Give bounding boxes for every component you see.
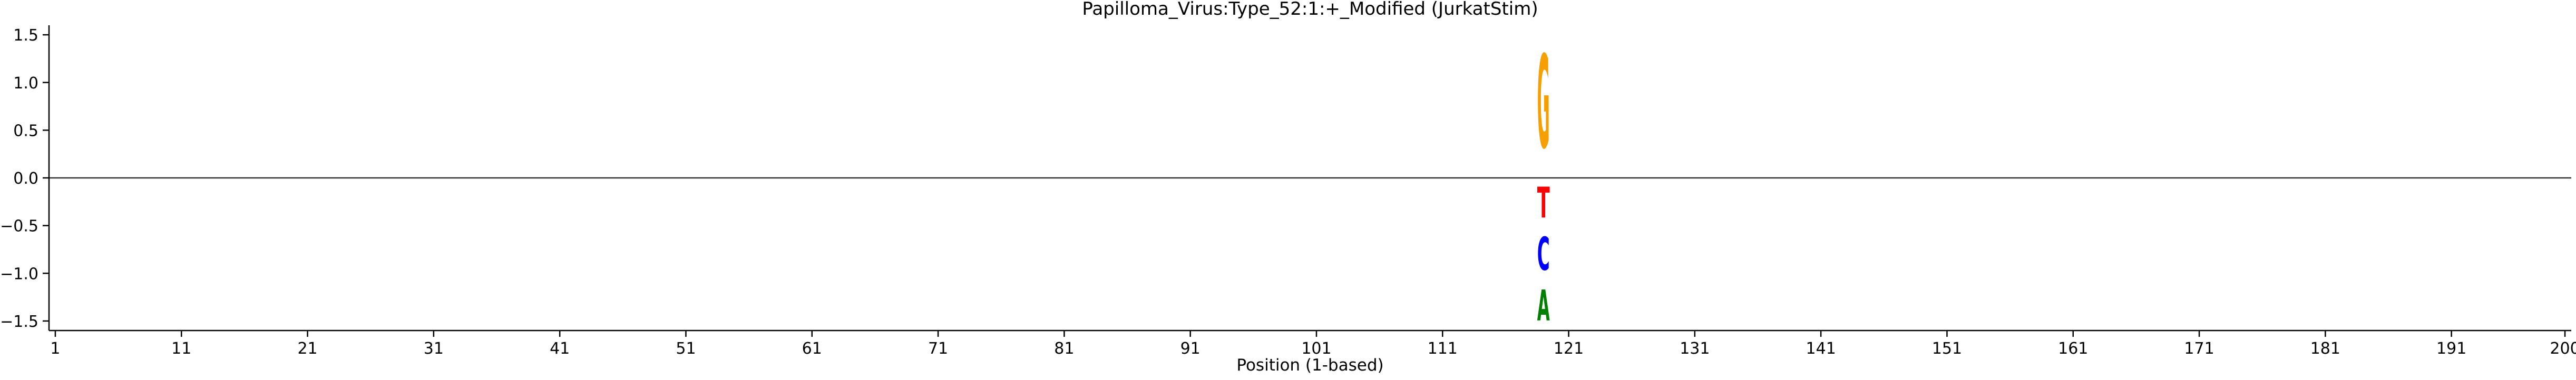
y-tick-label: −1.5	[0, 313, 38, 331]
x-tick-label: 91	[1180, 339, 1201, 358]
x-tick-label: 141	[1806, 339, 1836, 358]
x-tick-label: 171	[2184, 339, 2214, 358]
logo-letter-g: G	[1537, 28, 1550, 178]
y-tick-label: −0.5	[0, 217, 38, 236]
x-tick-label: 1	[50, 339, 60, 358]
x-tick-label: 191	[2436, 339, 2466, 358]
x-tick-label: 161	[2058, 339, 2088, 358]
x-tick-label: 31	[424, 339, 444, 358]
x-tick-label: 111	[1428, 339, 1458, 358]
y-tick-label: 1.5	[13, 26, 38, 45]
x-tick-label: 11	[171, 339, 191, 358]
x-tick-label: 151	[1932, 339, 1962, 358]
logo-letter-a: A	[1537, 282, 1550, 331]
x-tick-label: 61	[802, 339, 822, 358]
x-tick-label: 71	[928, 339, 948, 358]
chart-title: Papilloma_Virus:Type_52:1:+_Modified (Ju…	[1082, 0, 1538, 19]
logo-letter-t: T	[1537, 178, 1550, 228]
x-tick-label: 131	[1680, 339, 1710, 358]
x-tick-label: 81	[1054, 339, 1074, 358]
x-tick-label: 181	[2310, 339, 2340, 358]
x-tick-label: 200	[2550, 339, 2576, 358]
x-tick-label: 121	[1554, 339, 1584, 358]
y-tick-label: 0.0	[13, 169, 38, 188]
logo-letter-c: C	[1537, 228, 1550, 282]
y-tick-label: 0.5	[13, 122, 38, 140]
x-axis-label: Position (1-based)	[1236, 356, 1383, 375]
x-tick-label: 51	[676, 339, 696, 358]
y-tick-label: −1.0	[0, 265, 38, 283]
x-tick-label: 21	[297, 339, 317, 358]
x-tick-label: 41	[550, 339, 570, 358]
axes-layer: −1.5−1.0−0.50.00.51.01.51 11 21 31 41 51 61 71 8…	[0, 25, 2576, 358]
x-tick-label: 101	[1301, 339, 1331, 358]
y-tick-label: 1.0	[13, 74, 38, 93]
